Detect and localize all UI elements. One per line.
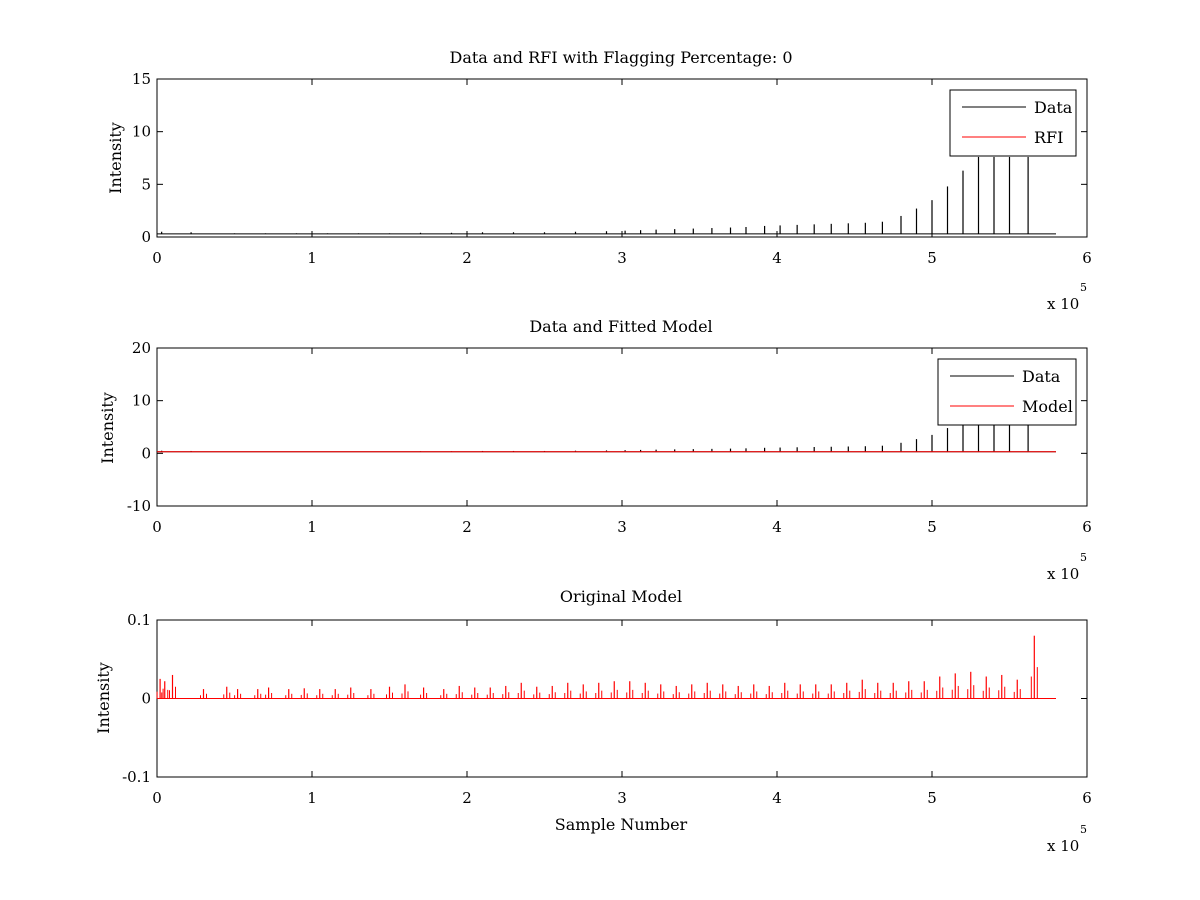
x-exponent-power: 5	[1080, 551, 1087, 564]
series-data	[157, 413, 1056, 453]
y-tick-label: -0.1	[122, 768, 151, 786]
x-tick-label: 4	[772, 249, 782, 267]
x-tick-label: 2	[462, 518, 472, 536]
x-axis-exponent: x 10 5	[1047, 823, 1087, 855]
y-tick-label: 0	[141, 228, 151, 246]
y-axis-label: Intensity	[94, 662, 113, 734]
x-exponent-base: x 10	[1047, 565, 1079, 583]
x-tick-label: 6	[1082, 249, 1092, 267]
chart-title: Data and RFI with Flagging Percentage: 0	[449, 48, 792, 67]
x-tick-label: 4	[772, 518, 782, 536]
series-model-signal	[156, 635, 1056, 699]
subplot-data-and-model: Data and Fitted Model Intensity x 10 5 0…	[98, 317, 1092, 583]
subplot-original-model: Original Model Intensity Sample Number x…	[94, 587, 1092, 855]
x-tick-label: 0	[152, 518, 162, 536]
legend-box	[937, 358, 1077, 426]
legend-box	[949, 89, 1077, 157]
x-axis-exponent: x 10 5	[1047, 551, 1087, 583]
x-exponent-power: 5	[1080, 281, 1087, 294]
legend: Data Model	[937, 358, 1077, 426]
x-tick-label: 1	[307, 789, 317, 807]
y-tick-label: 10	[132, 123, 151, 141]
subplot-data-and-rfi: Data and RFI with Flagging Percentage: 0…	[106, 48, 1092, 313]
x-tick-label: 5	[927, 789, 937, 807]
legend: Data RFI	[949, 89, 1077, 157]
x-tick-label: 3	[617, 249, 627, 267]
x-tick-label: 0	[152, 789, 162, 807]
y-tick-label: 5	[141, 175, 151, 193]
legend-entry: Data	[1022, 367, 1061, 386]
x-exponent-base: x 10	[1047, 837, 1079, 855]
x-tick-label: 2	[462, 249, 472, 267]
x-tick-label: 0	[152, 249, 162, 267]
chart-title: Data and Fitted Model	[529, 317, 712, 336]
y-axis-label: Intensity	[106, 122, 125, 194]
x-tick-label: 6	[1082, 789, 1092, 807]
x-tick-label: 3	[617, 518, 627, 536]
chart-title: Original Model	[560, 587, 682, 606]
x-tick-label: 4	[772, 789, 782, 807]
x-exponent-power: 5	[1080, 823, 1087, 836]
x-tick-label: 6	[1082, 518, 1092, 536]
y-tick-label: 10	[132, 392, 151, 410]
x-axis-exponent: x 10 5	[1047, 281, 1087, 313]
x-tick-label: 1	[307, 518, 317, 536]
x-tick-label: 2	[462, 789, 472, 807]
x-tick-label: 1	[307, 249, 317, 267]
y-tick-label: 0	[141, 444, 151, 462]
x-tick-label: 5	[927, 518, 937, 536]
x-axis-label: Sample Number	[555, 815, 688, 834]
legend-entry: Model	[1022, 397, 1073, 416]
y-tick-label: 15	[132, 70, 151, 88]
y-tick-label: 0	[141, 690, 151, 708]
y-tick-label: -10	[127, 497, 151, 515]
series-data	[157, 156, 1056, 235]
x-exponent-base: x 10	[1047, 295, 1079, 313]
x-tick-label: 3	[617, 789, 627, 807]
legend-entry: Data	[1034, 98, 1073, 117]
y-tick-label: 20	[132, 339, 151, 357]
y-axis-label: Intensity	[98, 392, 117, 464]
legend-entry: RFI	[1034, 128, 1063, 147]
x-tick-label: 5	[927, 249, 937, 267]
y-tick-label: 0.1	[127, 611, 151, 629]
